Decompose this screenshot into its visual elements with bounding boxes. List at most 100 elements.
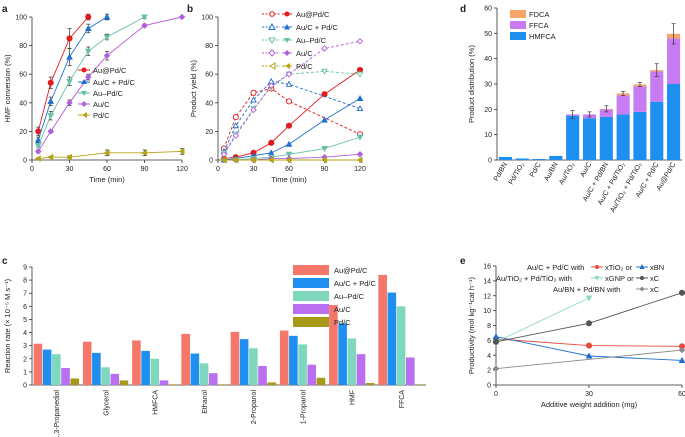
y-tick-label: 6 (487, 338, 491, 345)
data-point (267, 149, 275, 156)
bar (249, 348, 258, 385)
data-point (320, 156, 328, 164)
bar (150, 358, 160, 385)
y-tick-label: 50 (484, 31, 492, 38)
legend-c-label: Au–Pd/C (334, 292, 365, 301)
legend-b-item: Au/C + Pd/C (262, 22, 338, 32)
bar (33, 343, 43, 385)
data-point (250, 106, 257, 114)
bar (279, 330, 289, 385)
x-category-label: 1-Propanol (300, 390, 307, 425)
data-point (585, 342, 593, 349)
data-point (356, 151, 364, 158)
y-tick-label: 2 (487, 368, 491, 375)
data-point (47, 97, 55, 104)
data-point (585, 295, 593, 302)
stacked-bar-segment (582, 118, 597, 160)
bar (365, 383, 375, 385)
legend-e-label: xC (650, 285, 660, 294)
x-tick-label: 120 (176, 166, 188, 173)
panel-label-a: a (2, 4, 8, 15)
legend-b-item: Pd/C (262, 62, 313, 71)
data-point (585, 352, 593, 359)
bar (267, 382, 277, 385)
data-point (285, 80, 293, 87)
legend-c-label: Au@Pd/C (334, 266, 368, 275)
bar (168, 384, 178, 385)
legend-b-item: Au/C (262, 49, 313, 58)
bar (415, 384, 424, 385)
series-line (495, 349, 683, 370)
legend-b-open-marker (269, 11, 275, 17)
legend-b-filled-marker (284, 38, 290, 43)
data-point (356, 156, 363, 164)
x-category-label: 2-Propanol (251, 390, 258, 425)
legend-e-prefix: Au/TiO₂ + Pd/TiO₂ with (496, 274, 572, 283)
bar (378, 274, 387, 385)
legend-a-item: Au/C + Pd/C (78, 78, 135, 87)
x-tick-label: 30 (585, 391, 593, 398)
stacked-bar-segment (667, 38, 681, 84)
legend-e-prefix: Au/C + Pd/C with (527, 263, 584, 272)
series-line (38, 150, 183, 160)
y-tick-label: 40 (19, 100, 27, 107)
panel-label-d: d (460, 4, 466, 15)
y-tick-label: 0 (23, 383, 27, 390)
data-point (356, 71, 364, 78)
data-point (356, 104, 364, 112)
x-category-label: HMF (350, 390, 357, 405)
legend-b-item: Au–Pd/C (262, 36, 327, 45)
data-point (34, 155, 41, 162)
stacked-bar-segment (616, 95, 630, 115)
bar (132, 340, 141, 385)
data-point (84, 48, 92, 55)
y-tick-label: 0 (487, 383, 491, 390)
y-tick-label: 8 (23, 278, 27, 285)
stacked-bar-segment (650, 71, 664, 102)
legend-b-open-marker (268, 49, 276, 57)
legend-e-label: xBN (650, 263, 664, 272)
y-tick-label: 80 (205, 43, 213, 50)
panel-b-chart: 0 20 40 60 80 100 Product yield (%) 0 30 60 90 120 T… (189, 15, 366, 185)
bar (289, 335, 298, 385)
data-point (356, 134, 364, 141)
stacked-bar-segment (599, 116, 613, 160)
bar (101, 367, 110, 385)
legend-c-swatch (293, 265, 329, 275)
data-point (47, 113, 55, 120)
legend-c-swatch (293, 291, 329, 301)
data-point (103, 13, 111, 20)
data-point (285, 151, 293, 158)
data-point (492, 333, 500, 340)
legend-e-marker (595, 265, 599, 269)
legend-b-label: Au@Pd/C (296, 10, 330, 19)
bar (338, 323, 347, 385)
x-tick-label: 0 (30, 166, 34, 173)
data-point (66, 53, 73, 60)
legend-b-open-marker (268, 37, 276, 44)
x-tick-label: 0 (494, 391, 498, 398)
stacked-bar-segment (515, 158, 529, 160)
data-point (232, 156, 239, 164)
data-point (103, 52, 111, 59)
data-point (250, 96, 257, 103)
legend-a-item: Au@Pd/C (78, 66, 127, 75)
y-axis-title: Product yield (%) (189, 59, 198, 117)
y-tick-label: 20 (205, 129, 213, 136)
data-point (178, 13, 186, 21)
data-point (321, 45, 328, 52)
legend-e-marker (640, 276, 644, 280)
legend-b-label: Pd/C (296, 62, 313, 71)
bar (218, 384, 227, 385)
x-tick-label: 30 (250, 166, 258, 173)
data-point (66, 35, 73, 42)
data-point (232, 122, 240, 129)
panel-label-e: e (460, 256, 466, 267)
y-tick-label: 5 (23, 317, 27, 324)
data-point (285, 156, 292, 164)
data-point (268, 82, 275, 89)
legend-c-swatch (293, 317, 329, 327)
x-tick-label: 60 (103, 166, 111, 173)
data-point (285, 98, 293, 105)
x-category-label: Ethanol (202, 390, 209, 414)
